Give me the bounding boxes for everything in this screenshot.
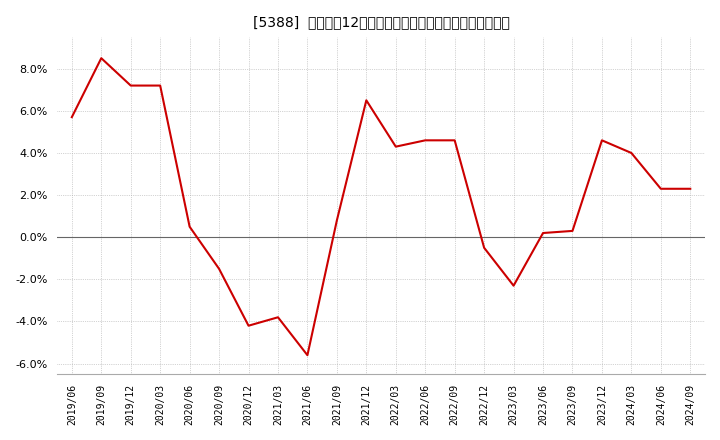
Title: [5388]  売上高の12か月移動合計の対前年同期増減率の推移: [5388] 売上高の12か月移動合計の対前年同期増減率の推移 [253,15,510,29]
